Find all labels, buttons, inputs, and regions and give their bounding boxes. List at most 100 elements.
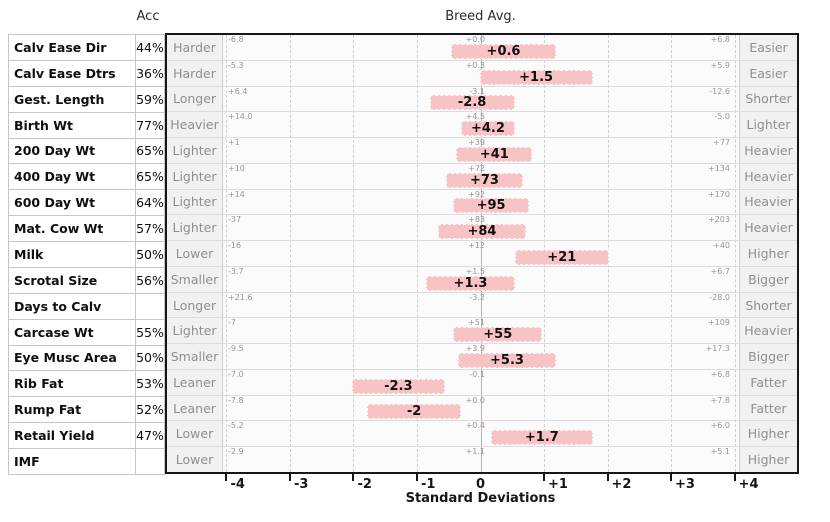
low-extreme-value: -37: [228, 215, 242, 225]
accuracy-value: 64%: [136, 190, 165, 216]
row-plot-area: +10 +72 +134 +73: [223, 164, 739, 189]
axis-tick: [670, 474, 673, 481]
low-direction-label: Lighter: [167, 189, 223, 215]
ebv-value-label: -2.8: [457, 95, 487, 111]
axis-tick: [352, 474, 355, 481]
trait-table: Calv Ease Dir 44% Calv Ease Dtrs 36% Gest. L…: [8, 34, 165, 475]
low-direction-label: Lighter: [167, 163, 223, 189]
trait-row: Rib Fat 53%: [8, 371, 165, 398]
accuracy-value: 57%: [136, 216, 165, 241]
ebv-value-label: +4.2: [470, 121, 505, 137]
high-extreme-value: +6.8: [710, 35, 730, 44]
trait-name: Mat. Cow Wt: [8, 216, 136, 241]
axis-tick-label: +3: [675, 477, 695, 492]
high-extreme-value: -5.0: [714, 112, 730, 122]
ebv-value-label: +41: [479, 146, 509, 162]
ebv-range-bar: -2.8: [429, 95, 515, 111]
accuracy-value: 77%: [136, 112, 165, 138]
axis-tick: [225, 474, 228, 481]
axis-tick-label: -3: [293, 477, 309, 492]
high-direction-label: Heavier: [739, 138, 797, 163]
chart-row: Lower -2.9 +1.1 +5.1 Higher: [167, 447, 797, 473]
low-extreme-value: -5.2: [228, 421, 244, 431]
trait-name: 400 Day Wt: [8, 164, 136, 190]
breed-avg-value: +0.0: [465, 35, 485, 44]
chart-row: Lighter -37 +83 +203 +84 Heavier: [167, 215, 797, 242]
chart-rows: Harder -6.8 +0.0 +6.8 +0.6 Easier Harder -5.3 +0…: [167, 35, 797, 473]
trait-row: Scrotal Size 56%: [8, 267, 165, 294]
trait-name: Milk: [8, 242, 136, 267]
trait-name: Birth Wt: [8, 112, 136, 138]
trait-row: Retail Yield 47%: [8, 423, 165, 449]
chart-row: Leaner -7.0 -0.1 +6.8 -2.3 Fatter: [167, 369, 797, 396]
ebv-range-bar: +84: [437, 224, 527, 240]
low-direction-label: Smaller: [167, 266, 223, 292]
breed-avg-header: Breed Avg.: [445, 9, 516, 24]
ebv-value-label: +21: [547, 249, 577, 265]
low-extreme-value: +21.6: [228, 292, 253, 302]
breed-avg-value: +83: [468, 215, 485, 225]
high-extreme-value: -12.6: [709, 86, 730, 96]
high-direction-label: Heavier: [739, 163, 797, 189]
chart-row: Lighter -7 +51 +109 +55 Heavier: [167, 318, 797, 345]
trait-name: Retail Yield: [8, 423, 136, 448]
row-plot-area: -7.0 -0.1 +6.8 -2.3: [223, 370, 739, 395]
breed-avg-value: -0.1: [469, 369, 485, 379]
chart-row: Longer +21.6 -3.2 -28.0 Shorter: [167, 292, 797, 319]
breed-avg-value: +12: [468, 241, 485, 251]
trait-name: Eye Musc Area: [8, 345, 136, 371]
row-plot-area: -5.3 +0.3 +5.9 +1.5: [223, 61, 739, 86]
axis-tick-label: -1: [420, 477, 436, 492]
trait-name: 600 Day Wt: [8, 190, 136, 216]
high-extreme-value: +6.8: [710, 369, 730, 379]
low-direction-label: Harder: [167, 60, 223, 86]
axis-tick: [733, 474, 736, 481]
chart-row: Lighter +10 +72 +134 +73 Heavier: [167, 163, 797, 190]
ebv-value-label: +1.7: [524, 430, 559, 446]
axis-tick-label: +1: [548, 477, 568, 492]
high-extreme-value: +134: [708, 163, 730, 173]
chart-row: Heavier +14.0 +4.5 -5.0 +4.2 Lighter: [167, 112, 797, 139]
ebv-range-bar: +1.3: [425, 275, 516, 291]
accuracy-value: 50%: [136, 242, 165, 267]
trait-row: Carcase Wt 55%: [8, 319, 165, 346]
ebv-range-bar: +55: [453, 327, 543, 343]
chart-row: Lighter +1 +39 +77 +41 Heavier: [167, 138, 797, 164]
low-direction-label: Harder: [167, 35, 223, 60]
breed-avg-value: +0.3: [465, 60, 485, 70]
chart-box: Harder -6.8 +0.0 +6.8 +0.6 Easier Harder -5.3 +0…: [165, 33, 799, 474]
low-extreme-value: +14.0: [228, 112, 253, 122]
row-plot-area: -5.2 +0.4 +6.0 +1.7: [223, 421, 739, 446]
ebv-range-bar: +21: [514, 249, 609, 265]
chart-row: Harder -5.3 +0.3 +5.9 +1.5 Easier: [167, 60, 797, 87]
chart-row: Smaller -3.7 +1.5 +6.7 +1.3 Bigger: [167, 266, 797, 293]
low-extreme-value: -7.0: [228, 369, 244, 379]
ebv-value-label: +95: [476, 198, 506, 214]
high-direction-label: Easier: [739, 35, 797, 60]
ebv-range-bar: -2.3: [351, 378, 445, 394]
ebv-value-label: +0.6: [486, 43, 521, 59]
ebv-value-label: +1.3: [453, 275, 488, 291]
acc-column-header: Acc: [136, 9, 160, 24]
high-direction-label: Shorter: [739, 86, 797, 112]
trait-row: IMF: [8, 449, 165, 475]
accuracy-value: 47%: [136, 423, 165, 448]
breed-avg-value: +72: [468, 163, 485, 173]
row-plot-area: +14 +92 +170 +95: [223, 190, 739, 215]
ebv-range-bar: -2: [366, 404, 462, 420]
low-extreme-value: -3.7: [228, 266, 244, 276]
breed-avg-value: +92: [468, 189, 485, 199]
breed-avg-value: +1.1: [465, 447, 485, 457]
high-direction-label: Bigger: [739, 266, 797, 292]
ebv-value-label: -2.3: [384, 378, 413, 394]
axis-tick: [606, 474, 609, 481]
low-direction-label: Leaner: [167, 369, 223, 395]
row-plot-area: +6.4 -3.1 -12.6 -2.8: [223, 87, 739, 112]
trait-row: Eye Musc Area 50%: [8, 345, 165, 372]
axis-tick-label: +2: [611, 477, 632, 492]
high-direction-label: Higher: [739, 241, 797, 266]
high-direction-label: Bigger: [739, 344, 797, 369]
high-extreme-value: -28.0: [709, 292, 730, 302]
row-plot-area: -37 +83 +203 +84: [223, 215, 739, 240]
